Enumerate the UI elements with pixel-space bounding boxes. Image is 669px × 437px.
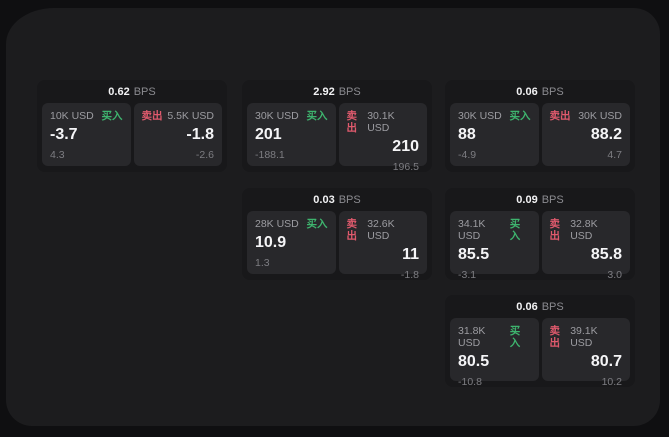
sell-price: 85.8 [590, 246, 622, 263]
sell-side-label: 卖出 [549, 110, 571, 122]
buy-side-label: 买入 [306, 110, 328, 122]
sell-price: 88.2 [590, 126, 622, 143]
buy-panel[interactable]: 34.1K USD 买入 85.5 -3.1 [450, 211, 539, 281]
card-header: 2.92 BPS [242, 80, 432, 103]
bps-unit-label: BPS [541, 85, 564, 98]
card-body: 30K USD 买入 201 -188.1 卖出 30.1K USD 210 1… [242, 103, 432, 173]
buy-panel[interactable]: 30K USD 买入 88 -4.9 [450, 103, 539, 166]
card-body: 34.1K USD 买入 85.5 -3.1 卖出 32.8K USD 85.8… [445, 211, 635, 281]
buy-panel[interactable]: 30K USD 买入 201 -188.1 [247, 103, 336, 166]
buy-panel[interactable]: 31.8K USD 买入 80.5 -10.8 [450, 318, 539, 388]
sell-panel[interactable]: 卖出 30.1K USD 210 196.5 [338, 103, 427, 173]
sell-side-label: 卖出 [141, 110, 163, 122]
bps-unit-label: BPS [338, 193, 361, 206]
buy-side-label: 买入 [509, 110, 531, 122]
sell-amount: 39.1K USD [570, 325, 598, 349]
card-header: 0.09 BPS [445, 188, 635, 211]
quote-card: 0.09 BPS 34.1K USD 买入 85.5 -3.1 卖出 32.8K… [445, 188, 635, 281]
buy-side-label: 买入 [101, 110, 123, 122]
bps-value: 0.62 [108, 85, 130, 98]
sell-delta: 10.2 [601, 376, 622, 388]
sell-amount: 32.6K USD [367, 218, 395, 242]
buy-delta: 4.3 [50, 149, 65, 161]
card-body: 31.8K USD 买入 80.5 -10.8 卖出 39.1K USD 80.… [445, 318, 635, 388]
bps-value: 0.03 [313, 193, 335, 206]
buy-delta: 1.3 [255, 257, 270, 269]
sell-side-label: 卖出 [549, 325, 561, 349]
sell-amount: 5.5K USD [167, 110, 214, 122]
sell-side-label: 卖出 [346, 218, 358, 242]
sell-amount: 30.1K USD [367, 110, 395, 134]
quote-card: 0.06 BPS 31.8K USD 买入 80.5 -10.8 卖出 39.1… [445, 295, 635, 388]
buy-price: 80.5 [458, 353, 490, 370]
buy-amount: 31.8K USD [458, 325, 486, 349]
buy-side-label: 买入 [509, 218, 521, 242]
card-header: 0.62 BPS [37, 80, 227, 103]
bps-value: 0.09 [516, 193, 538, 206]
buy-price: 88 [458, 126, 476, 143]
sell-delta: -2.6 [195, 149, 214, 161]
card-header: 0.06 BPS [445, 295, 635, 318]
bps-unit-label: BPS [541, 193, 564, 206]
sell-delta: 4.7 [607, 149, 622, 161]
buy-delta: -4.9 [458, 149, 477, 161]
sell-side-label: 卖出 [549, 218, 561, 242]
buy-price: 85.5 [458, 246, 490, 263]
bps-value: 0.06 [516, 300, 538, 313]
buy-amount: 10K USD [50, 110, 94, 122]
quote-card: 0.62 BPS 10K USD 买入 -3.7 4.3 卖出 5.5K USD… [37, 80, 227, 172]
bps-unit-label: BPS [338, 85, 361, 98]
sell-panel[interactable]: 卖出 39.1K USD 80.7 10.2 [541, 318, 630, 388]
sell-panel[interactable]: 卖出 5.5K USD -1.8 -2.6 [133, 103, 222, 166]
sell-panel[interactable]: 卖出 30K USD 88.2 4.7 [541, 103, 630, 166]
sell-price: 80.7 [590, 353, 622, 370]
sell-amount: 32.8K USD [570, 218, 598, 242]
bps-value: 2.92 [313, 85, 335, 98]
buy-delta: -3.1 [458, 269, 477, 281]
card-body: 28K USD 买入 10.9 1.3 卖出 32.6K USD 11 -1.8 [242, 211, 432, 281]
buy-amount: 28K USD [255, 218, 299, 230]
buy-panel[interactable]: 10K USD 买入 -3.7 4.3 [42, 103, 131, 166]
sell-panel[interactable]: 卖出 32.6K USD 11 -1.8 [338, 211, 427, 281]
sell-price: -1.8 [186, 126, 214, 143]
sell-side-label: 卖出 [346, 110, 358, 134]
buy-amount: 34.1K USD [458, 218, 486, 242]
sell-panel[interactable]: 卖出 32.8K USD 85.8 3.0 [541, 211, 630, 281]
buy-panel[interactable]: 28K USD 买入 10.9 1.3 [247, 211, 336, 274]
quote-card: 2.92 BPS 30K USD 买入 201 -188.1 卖出 30.1K … [242, 80, 432, 173]
buy-price: 10.9 [255, 234, 287, 251]
sell-delta: -1.8 [400, 269, 419, 281]
bps-unit-label: BPS [133, 85, 156, 98]
buy-side-label: 买入 [509, 325, 521, 349]
buy-delta: -10.8 [458, 376, 482, 388]
bps-value: 0.06 [516, 85, 538, 98]
buy-amount: 30K USD [255, 110, 299, 122]
card-body: 10K USD 买入 -3.7 4.3 卖出 5.5K USD -1.8 -2.… [37, 103, 227, 166]
quote-card: 0.06 BPS 30K USD 买入 88 -4.9 卖出 30K USD 8… [445, 80, 635, 172]
buy-delta: -188.1 [255, 149, 285, 161]
sell-amount: 30K USD [578, 110, 622, 122]
buy-side-label: 买入 [306, 218, 328, 230]
sell-delta: 3.0 [607, 269, 622, 281]
bps-unit-label: BPS [541, 300, 564, 313]
buy-amount: 30K USD [458, 110, 502, 122]
sell-price: 11 [402, 246, 419, 263]
buy-price: 201 [255, 126, 282, 143]
card-body: 30K USD 买入 88 -4.9 卖出 30K USD 88.2 4.7 [445, 103, 635, 166]
buy-price: -3.7 [50, 126, 78, 143]
card-header: 0.03 BPS [242, 188, 432, 211]
quote-card: 0.03 BPS 28K USD 买入 10.9 1.3 卖出 32.6K US… [242, 188, 432, 281]
sell-delta: 196.5 [392, 161, 419, 173]
sell-price: 210 [392, 138, 419, 155]
card-header: 0.06 BPS [445, 80, 635, 103]
